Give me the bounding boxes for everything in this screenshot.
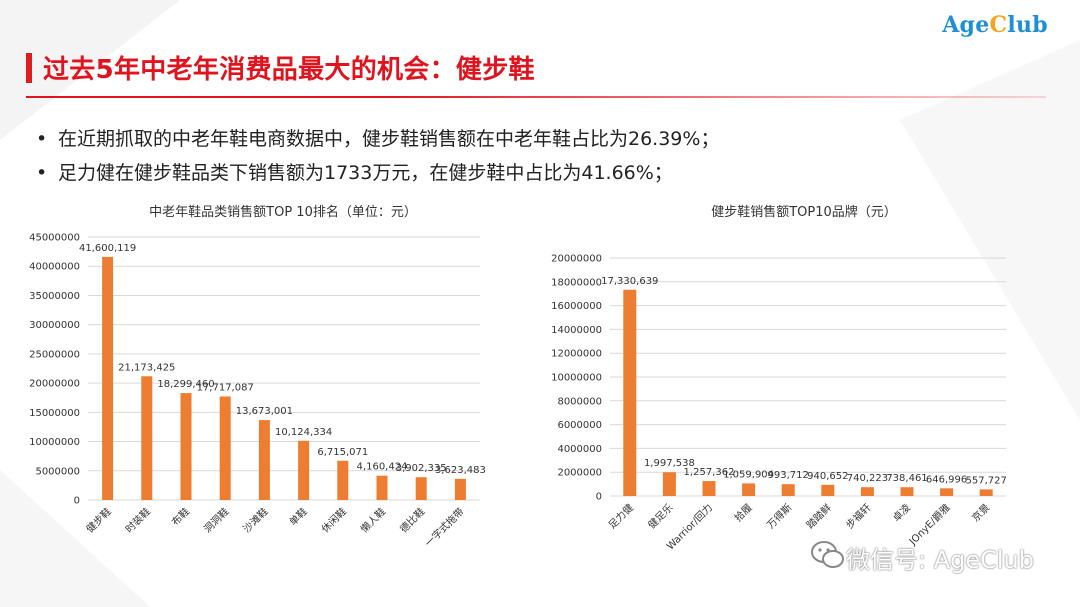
data-label: 993,712 [768, 470, 809, 481]
x-tick-label: 步福轩 [843, 501, 873, 531]
bullet-dot: • [36, 162, 48, 184]
x-tick-label: 卓凌 [890, 501, 913, 524]
wechat-icon [811, 541, 844, 568]
bar [742, 483, 756, 496]
data-label: 17,330,639 [601, 276, 658, 287]
bar [141, 376, 153, 500]
bar [900, 487, 914, 496]
y-tick-label: 12000000 [551, 349, 602, 360]
y-tick-label: 16000000 [551, 301, 602, 312]
y-tick-label: 8000000 [557, 396, 602, 407]
x-tick-label: 一字式拖带 [422, 505, 467, 550]
x-tick-label: 休闲鞋 [319, 505, 349, 535]
bar [940, 488, 954, 496]
bullet-text: 在近期抓取的中老年鞋电商数据中，健步鞋销售额在中老年鞋占比为26.39%； [58, 128, 720, 150]
bar [979, 489, 993, 496]
wechat-watermark: 微信号: AgeClub [846, 546, 1035, 574]
data-label: 21,173,425 [118, 362, 175, 373]
data-label: 41,600,119 [79, 243, 136, 254]
data-label: 10,124,334 [275, 427, 332, 438]
y-tick-label: 15000000 [29, 408, 80, 419]
data-label: 1,059,904 [723, 469, 774, 480]
data-label: 3,623,483 [435, 465, 486, 476]
x-tick-label: 沙滩鞋 [240, 505, 270, 535]
data-label: 1,257,362 [684, 467, 735, 478]
page-title: 过去5年中老年消费品最大的机会：健步鞋 [43, 55, 535, 85]
y-tick-label: 20000000 [29, 379, 80, 390]
x-tick-label: 万得斯 [764, 501, 794, 531]
bullet-item: • 在近期抓取的中老年鞋电商数据中，健步鞋销售额在中老年鞋占比为26.39%； [36, 122, 719, 156]
y-tick-label: 35000000 [29, 291, 80, 302]
data-label: 557,727 [966, 475, 1007, 486]
bar [623, 289, 637, 496]
x-tick-label: 德比鞋 [397, 505, 427, 535]
bar [415, 477, 427, 500]
bullet-list: • 在近期抓取的中老年鞋电商数据中，健步鞋销售额在中老年鞋占比为26.39%； •… [36, 122, 719, 190]
y-tick-label: 14000000 [551, 325, 602, 336]
x-tick-label: 单鞋 [286, 505, 309, 528]
data-label: 740,223 [847, 473, 888, 484]
data-label: 738,461 [886, 473, 927, 484]
bullet-dot: • [36, 128, 48, 150]
data-label: 646,996 [926, 474, 967, 485]
y-tick-label: 20000000 [551, 254, 602, 265]
bar [454, 478, 466, 500]
x-tick-label: 健步鞋 [83, 505, 113, 535]
x-tick-label: 布鞋 [169, 505, 192, 528]
data-label: 6,715,071 [317, 447, 368, 458]
data-label: 940,652 [807, 471, 848, 482]
x-tick-label: 足力健 [606, 501, 636, 531]
data-label: 3,902,335 [396, 463, 447, 474]
y-tick-label: 25000000 [29, 349, 80, 360]
data-label: 13,673,001 [236, 406, 293, 417]
data-label: 1,997,538 [644, 458, 695, 469]
x-tick-label: 洞洞鞋 [201, 505, 231, 535]
y-tick-label: 6000000 [557, 420, 602, 431]
y-tick-label: 4000000 [557, 444, 602, 455]
y-tick-label: 40000000 [29, 262, 80, 273]
x-tick-label: 健足乐 [646, 502, 676, 532]
title-accent-bar [26, 53, 32, 83]
y-tick-label: 0 [596, 492, 602, 503]
chart-title: 健步鞋销售额TOP10品牌（元） [711, 204, 897, 220]
title-divider [26, 96, 1046, 98]
x-tick-label: 京景 [969, 501, 992, 524]
bar [781, 484, 795, 496]
brand-sales-chart: 健步鞋销售额TOP10品牌（元） 0 2000000 4000000 6000000 80… [551, 204, 1007, 552]
y-tick-label: 5000000 [35, 466, 80, 477]
bullet-item: • 足力健在健步鞋品类下销售额为1733万元，在健步鞋中占比为41.66%； [36, 156, 719, 190]
bullet-text: 足力健在健步鞋品类下销售额为1733万元，在健步鞋中占比为41.66%； [58, 162, 673, 184]
bar [702, 481, 716, 496]
bar [219, 396, 231, 500]
x-tick-label: 拾履 [731, 501, 754, 524]
chart-title: 中老年鞋品类销售额TOP 10排名（单位：元） [149, 204, 417, 220]
x-tick-label: 踏踏鲜 [804, 501, 834, 531]
bar [298, 440, 310, 500]
bar [258, 420, 270, 500]
bar [376, 475, 388, 500]
x-tick-label: 懒人鞋 [358, 505, 388, 535]
x-tick-label: 时装鞋 [123, 505, 153, 535]
y-tick-label: 18000000 [551, 277, 602, 288]
y-tick-label: 10000000 [551, 373, 602, 384]
y-tick-label: 45000000 [29, 233, 80, 244]
bar [180, 393, 192, 500]
bar [821, 484, 835, 496]
bar [337, 460, 349, 500]
bar [860, 487, 874, 496]
y-tick-label: 30000000 [29, 320, 80, 331]
y-tick-label: 0 [74, 496, 80, 507]
data-label: 17,717,087 [197, 382, 254, 393]
category-sales-chart: 中老年鞋品类销售额TOP 10排名（单位：元） 0 5000000 10000000 1… [29, 204, 486, 550]
y-tick-label: 10000000 [29, 437, 80, 448]
ageclub-logo: AgeClub [942, 12, 1048, 38]
data-label: 18,299,460 [157, 379, 214, 390]
bar [102, 256, 114, 500]
y-tick-label: 2000000 [557, 468, 602, 479]
bar [662, 472, 676, 496]
data-label: 4,160,424 [357, 462, 408, 473]
